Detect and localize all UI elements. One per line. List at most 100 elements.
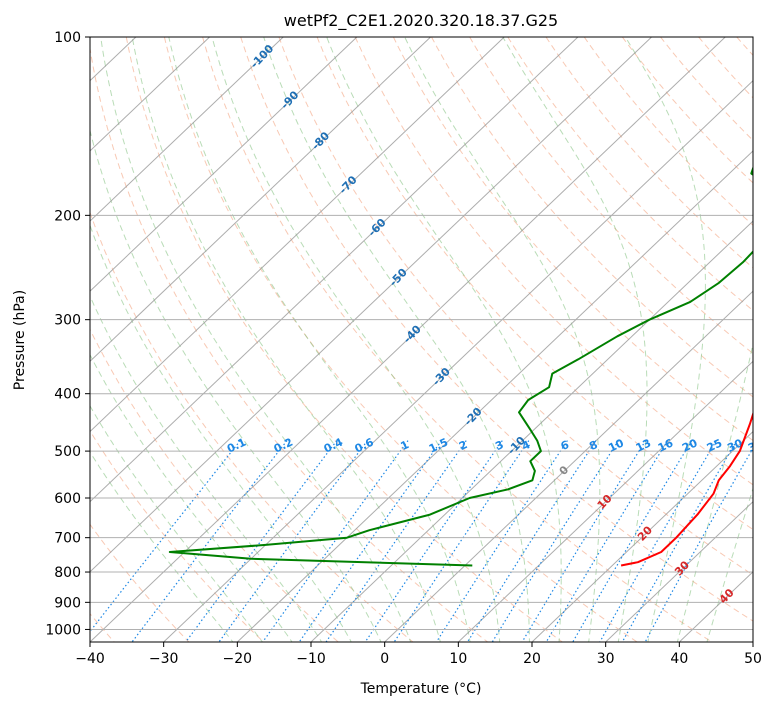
isotherm	[236, 150, 753, 642]
isotherm	[383, 290, 753, 642]
mixing-ratio-line	[466, 440, 597, 642]
mixing-ratio-line	[364, 440, 503, 642]
moist-adiabat	[676, 341, 753, 642]
isotherm	[162, 80, 753, 642]
moist-adiabat	[263, 37, 530, 642]
y-tick-label: 200	[54, 208, 81, 224]
x-tick-label: −40	[75, 651, 105, 667]
moist-adiabat	[624, 37, 706, 642]
moist-adiabat	[90, 128, 382, 642]
dry-adiabat	[431, 37, 753, 398]
dry-adiabat	[698, 37, 753, 99]
mixing-ratio-line	[491, 440, 620, 642]
chart-title: wetPf2_C2E1.2020.320.18.37.G25	[284, 11, 558, 31]
y-axis: 100 200 300 400 500 600 700 800 900 1000	[45, 30, 90, 638]
isotherm	[90, 37, 726, 642]
dry-adiabat	[90, 45, 489, 642]
isotherm	[531, 430, 753, 642]
dry-adiabat	[660, 37, 753, 142]
y-tick-label: 1000	[45, 622, 81, 638]
isotherm	[90, 37, 652, 573]
y-tick-label: 100	[54, 30, 81, 46]
x-tick-label: −10	[296, 651, 326, 667]
pressure-gridlines	[90, 37, 753, 630]
isotherm	[678, 571, 753, 642]
moist-adiabat	[90, 451, 234, 642]
mixing-ratio-label: 20	[680, 436, 700, 454]
mixing-ratio-line	[521, 440, 647, 642]
mixing-ratio-line	[90, 440, 241, 633]
mixing-ratio-line	[435, 440, 568, 642]
mixing-ratio-label: 16	[656, 436, 676, 454]
x-tick-label: 30	[597, 651, 615, 667]
moist-adiabat	[404, 37, 601, 642]
x-tick-label: 50	[744, 651, 762, 667]
isotherm	[90, 37, 210, 152]
mixing-ratio-label: 0.4	[322, 435, 345, 455]
mixing-ratio-label: 13	[634, 437, 653, 455]
x-tick-label: 0	[380, 651, 389, 667]
y-tick-label: 900	[54, 595, 81, 611]
mixing-ratio-line	[325, 440, 467, 642]
y-tick-label: 600	[54, 491, 81, 507]
isotherm	[604, 500, 753, 642]
mixing-ratio-label: 1.5	[427, 436, 450, 456]
isotherm	[90, 37, 431, 363]
y-tick-label: 700	[54, 531, 81, 547]
mixing-ratio-line	[393, 440, 530, 642]
mixing-ratio-label: 0.6	[353, 435, 376, 455]
y-tick-label: 300	[54, 313, 81, 329]
dry-adiabat	[240, 37, 753, 622]
profiles	[168, 165, 753, 567]
mixing-ratio-line	[621, 440, 738, 642]
mixing-ratio-label: 0.1	[225, 436, 248, 456]
dry-adiabat	[469, 37, 753, 355]
dry-adiabat	[354, 37, 753, 486]
moist-adiabat	[211, 37, 501, 642]
isotherm-label: -100	[248, 42, 277, 71]
mixing-ratio-line	[599, 440, 717, 642]
dry-adiabat	[90, 211, 414, 642]
isotherm	[90, 37, 579, 503]
plot-frame	[89, 36, 754, 643]
x-tick-label: 10	[449, 651, 467, 667]
mixing-ratio-label: 0.2	[272, 436, 295, 456]
y-tick-label: 400	[54, 387, 81, 403]
x-tick-label: 20	[523, 651, 541, 667]
dry-adiabat	[90, 429, 265, 642]
mixing-ratio-label: 10	[606, 436, 626, 454]
isotherm	[310, 220, 753, 642]
dry-adiabat	[507, 37, 753, 312]
mixing-ratio-label: 25	[705, 436, 724, 454]
mixing-ratio-line	[262, 440, 409, 642]
y-axis-label: Pressure (hPa)	[12, 290, 28, 390]
dry-adiabat	[583, 37, 753, 226]
mixing-ratio-line	[545, 440, 669, 642]
dry-adiabat	[392, 37, 753, 442]
dry-adiabat	[202, 37, 713, 642]
mixing-ratio-line	[298, 440, 443, 642]
moist-adiabat	[90, 223, 352, 642]
dry-adiabat	[621, 37, 753, 184]
isotherm	[90, 37, 358, 292]
mixing-ratio-line	[185, 440, 338, 642]
moist-adiabat	[326, 37, 562, 642]
isotherm	[90, 37, 505, 433]
x-tick-label: 40	[670, 651, 688, 667]
dry-adiabat	[90, 523, 190, 642]
y-tick-label: 500	[54, 444, 81, 460]
mixing-ratio-line	[572, 440, 693, 642]
x-tick-label: −20	[223, 651, 253, 667]
x-axis: −40 −30 −20 −10 0 10 20 30 40 50	[75, 642, 762, 667]
dewpoint-profile	[168, 165, 753, 567]
dry-adiabat	[736, 37, 753, 56]
x-tick-label: −30	[149, 651, 179, 667]
temperature-profile	[620, 411, 753, 567]
isotherm	[457, 360, 753, 642]
isotherm	[0, 37, 62, 644]
mixing-ratio-line	[644, 447, 753, 642]
y-tick-label: 800	[54, 565, 81, 581]
isotherm	[752, 641, 753, 642]
x-axis-label: Temperature (°C)	[360, 681, 482, 697]
